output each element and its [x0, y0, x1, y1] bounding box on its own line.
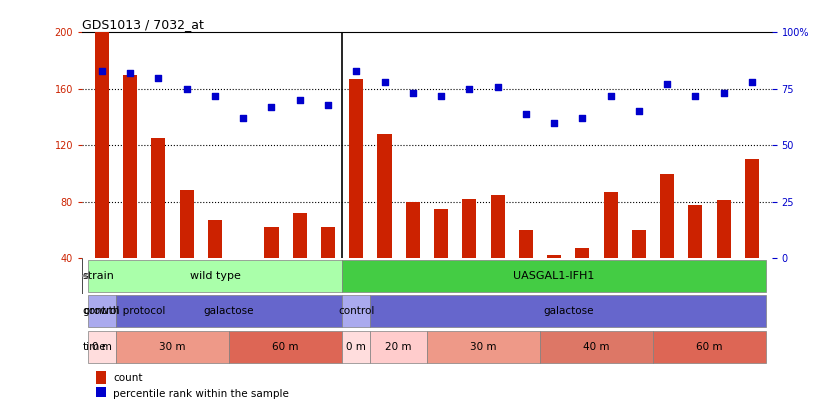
Text: 0 m: 0 m [92, 342, 112, 352]
Bar [151, 138, 166, 258]
Bar [349, 79, 364, 258]
Bar [745, 160, 759, 258]
FancyBboxPatch shape [88, 331, 116, 363]
Point [463, 85, 476, 92]
FancyBboxPatch shape [342, 296, 370, 327]
FancyBboxPatch shape [116, 296, 342, 327]
Bar [632, 230, 646, 258]
Text: percentile rank within the sample: percentile rank within the sample [113, 389, 289, 399]
Text: strain: strain [83, 271, 115, 281]
FancyBboxPatch shape [427, 331, 540, 363]
Text: control: control [84, 307, 120, 316]
Point [632, 108, 645, 115]
Point [124, 70, 137, 76]
FancyBboxPatch shape [342, 260, 766, 292]
Point [95, 68, 108, 74]
Bar [378, 134, 392, 258]
Bar [519, 230, 533, 258]
Bar [688, 205, 703, 258]
FancyBboxPatch shape [88, 260, 342, 292]
Text: 60 m: 60 m [696, 342, 722, 352]
Point [406, 90, 420, 97]
Bar [94, 32, 109, 258]
Bar [490, 195, 505, 258]
FancyBboxPatch shape [229, 331, 342, 363]
Text: wild type: wild type [190, 271, 241, 281]
Text: galactose: galactose [543, 307, 594, 316]
Text: 30 m: 30 m [159, 342, 186, 352]
FancyBboxPatch shape [370, 296, 766, 327]
Text: UASGAL1-IFH1: UASGAL1-IFH1 [513, 271, 594, 281]
Bar [406, 202, 420, 258]
Text: 30 m: 30 m [470, 342, 497, 352]
Point [350, 68, 363, 74]
Point [180, 85, 193, 92]
Bar [660, 173, 674, 258]
Text: time: time [83, 342, 106, 352]
Point [519, 111, 532, 117]
Bar [576, 248, 589, 258]
Text: 20 m: 20 m [385, 342, 412, 352]
Bar [434, 209, 448, 258]
Bar [292, 213, 307, 258]
Point [689, 92, 702, 99]
Point [548, 119, 561, 126]
Bar [208, 220, 222, 258]
Point [209, 92, 222, 99]
Point [604, 92, 617, 99]
Point [434, 92, 447, 99]
FancyBboxPatch shape [342, 331, 370, 363]
Text: control: control [338, 307, 374, 316]
Bar [603, 192, 617, 258]
Point [661, 81, 674, 87]
Bar [462, 199, 476, 258]
Bar [321, 227, 335, 258]
Bar [96, 371, 106, 384]
FancyBboxPatch shape [540, 331, 653, 363]
Point [236, 115, 250, 122]
Text: growth protocol: growth protocol [83, 307, 165, 316]
Point [717, 90, 730, 97]
FancyBboxPatch shape [370, 331, 427, 363]
Bar [264, 227, 278, 258]
FancyBboxPatch shape [116, 331, 229, 363]
Point [378, 79, 391, 85]
Point [293, 97, 306, 103]
Point [745, 79, 759, 85]
Bar [123, 75, 137, 258]
Text: GDS1013 / 7032_at: GDS1013 / 7032_at [82, 18, 204, 31]
Text: 40 m: 40 m [583, 342, 610, 352]
FancyBboxPatch shape [88, 296, 116, 327]
Bar [717, 200, 731, 258]
Text: 60 m: 60 m [273, 342, 299, 352]
Point [491, 83, 504, 90]
Text: 0 m: 0 m [346, 342, 366, 352]
Bar [547, 256, 562, 258]
Text: count: count [113, 373, 143, 383]
Point [265, 104, 278, 110]
Point [576, 115, 589, 122]
Point [322, 101, 335, 108]
Bar [180, 190, 194, 258]
Text: galactose: galactose [204, 307, 255, 316]
Bar [96, 387, 106, 397]
FancyBboxPatch shape [653, 331, 766, 363]
Point [152, 75, 165, 81]
